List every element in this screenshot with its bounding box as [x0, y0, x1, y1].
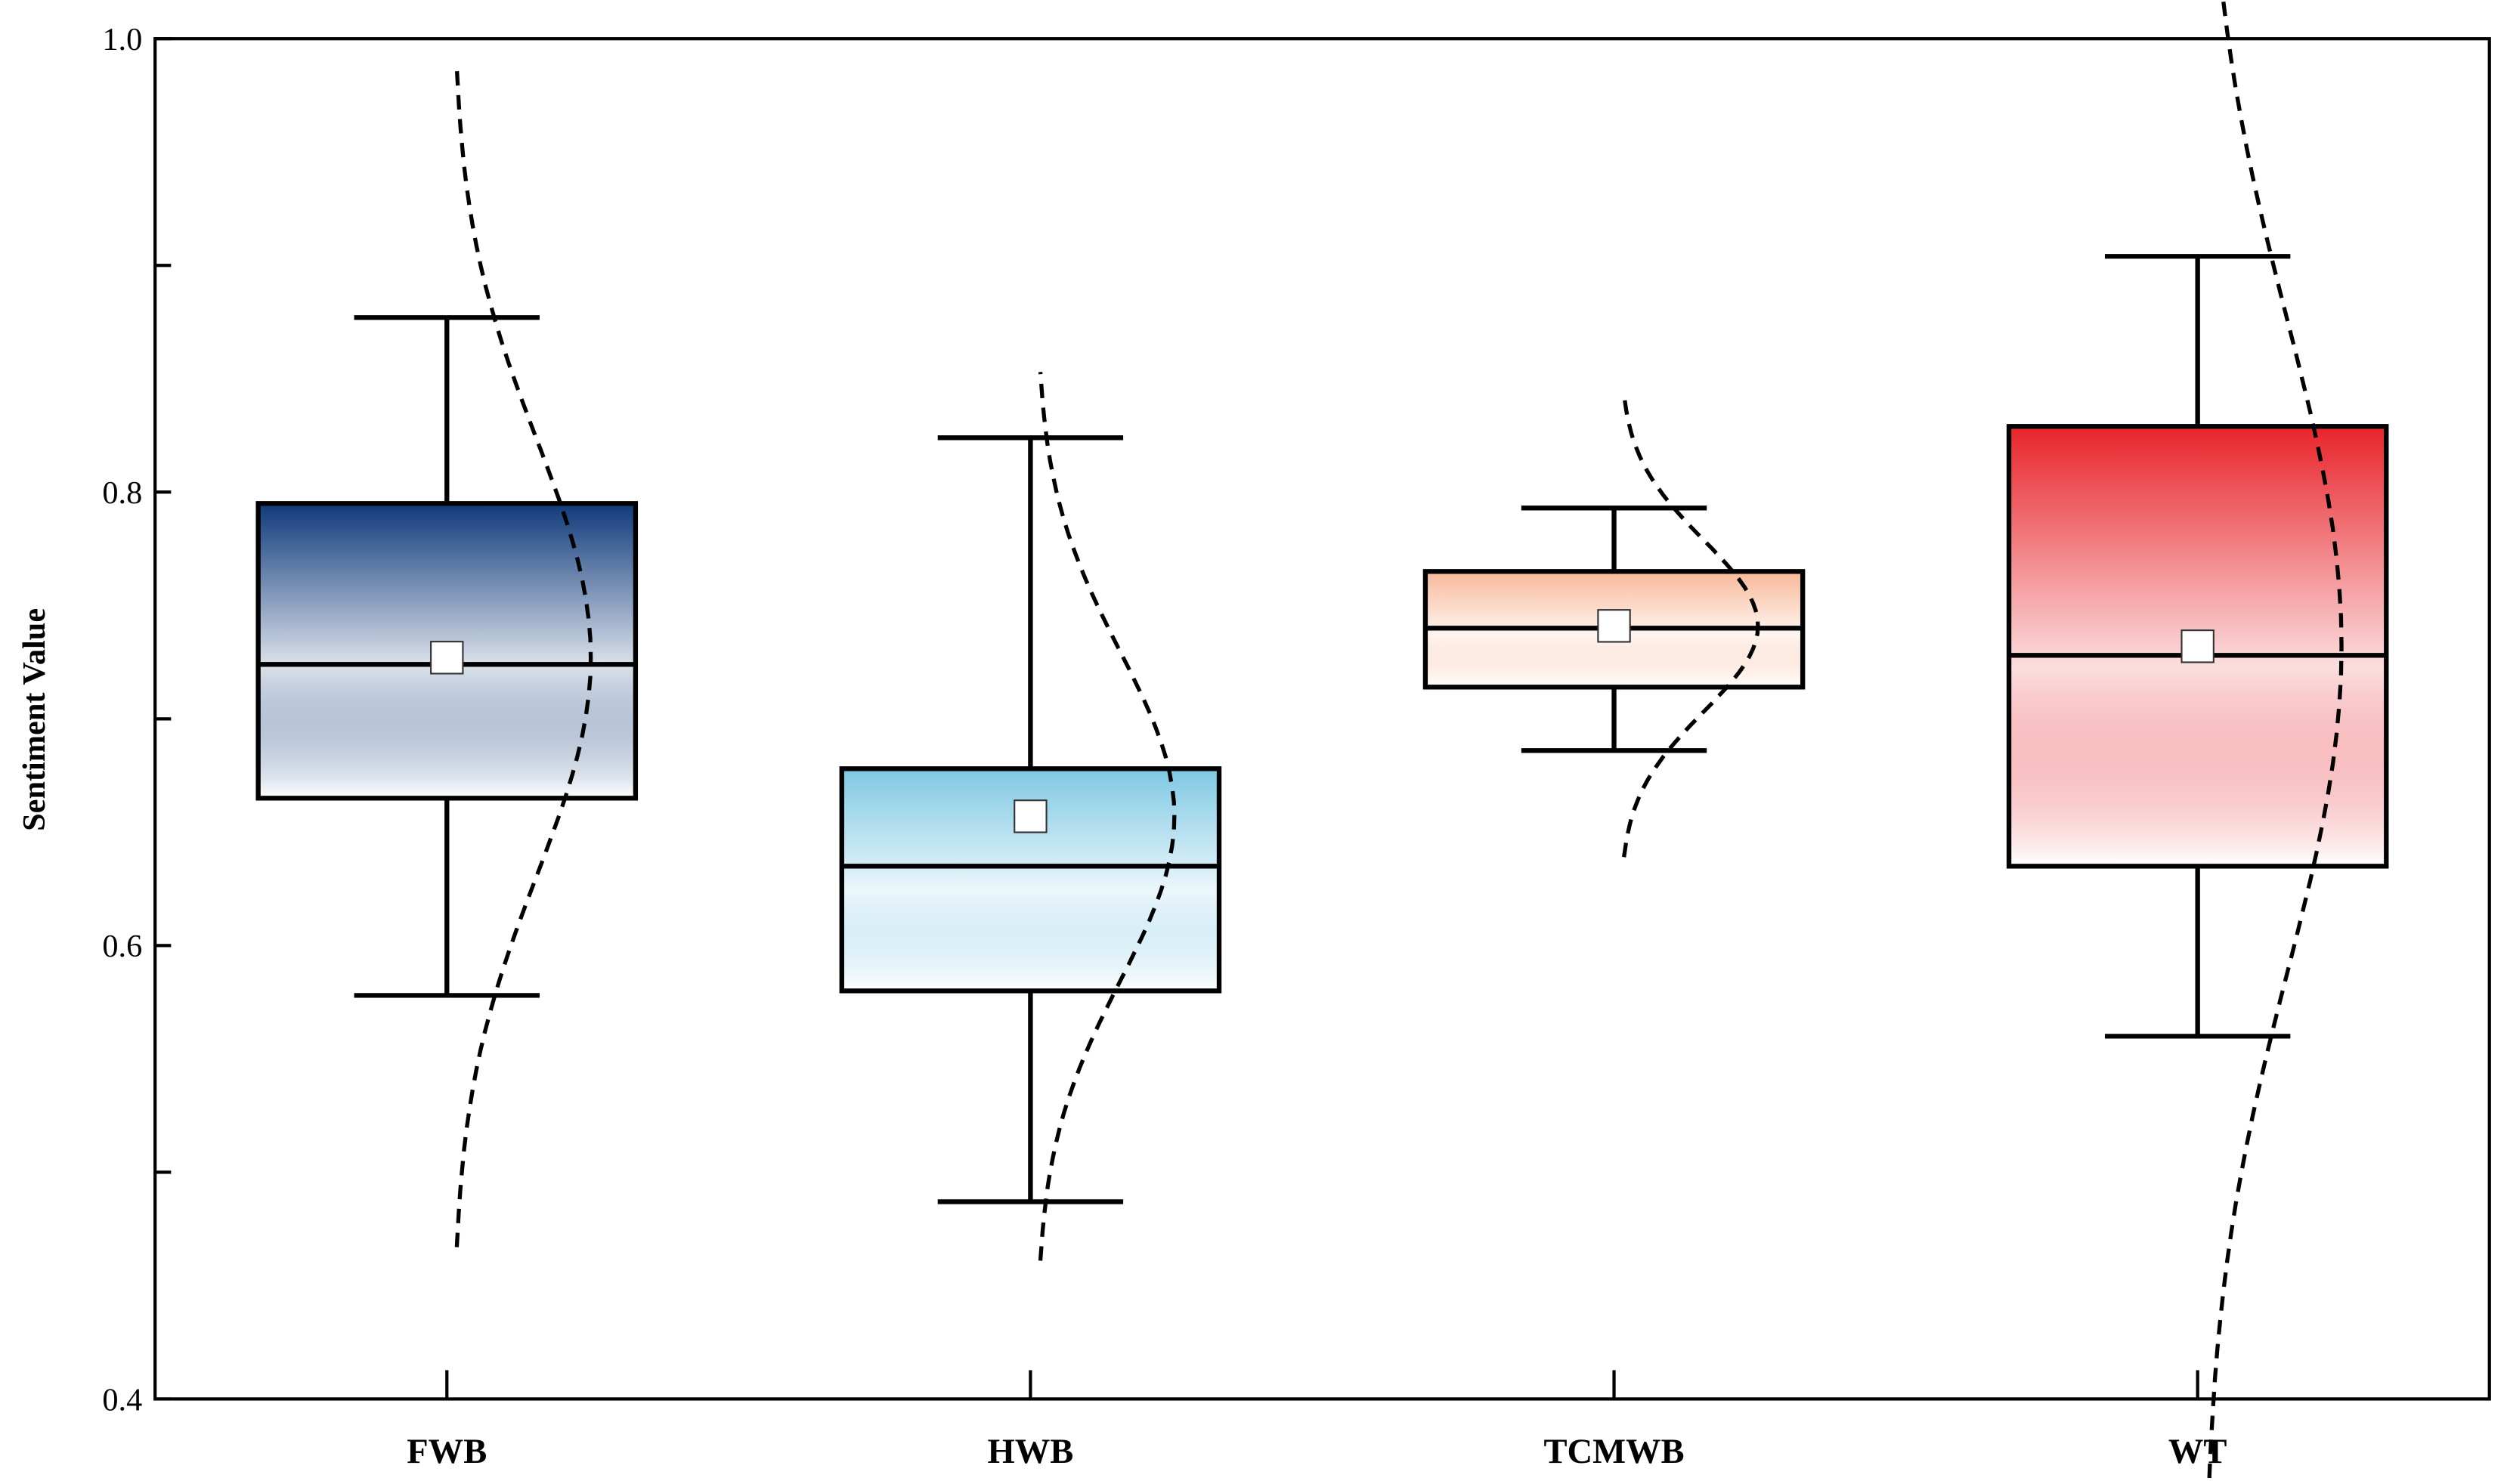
density-curve — [454, 67, 593, 1247]
y-tick-label: 0.4 — [102, 1382, 142, 1418]
y-tick-label: 0.6 — [102, 929, 142, 964]
density-curve — [1622, 394, 1760, 858]
mean-marker — [1014, 799, 1048, 833]
density-curve — [2207, 0, 2344, 1484]
mean-marker — [2180, 629, 2215, 663]
density-curve — [1038, 372, 1177, 1261]
mean-marker — [1597, 609, 1631, 643]
x-tick-label: WT — [2168, 1433, 2227, 1471]
mean-marker — [430, 641, 464, 675]
box — [839, 766, 1222, 994]
x-tick-label: TCMWB — [1543, 1433, 1684, 1471]
x-tick-label: HWB — [988, 1433, 1074, 1471]
y-tick-label: 1.0 — [102, 22, 142, 57]
y-tick-label: 0.8 — [102, 475, 142, 511]
y-axis-label: Sentiment Value — [17, 608, 52, 831]
x-tick-label: FWB — [407, 1433, 487, 1471]
